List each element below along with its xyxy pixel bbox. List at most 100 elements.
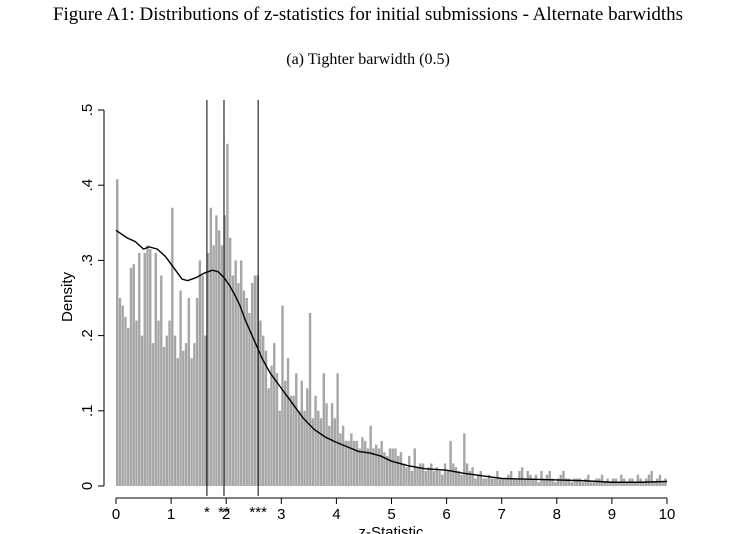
histogram-bar [322, 373, 326, 486]
x-tick-label: 8 [553, 506, 561, 523]
histogram-bar [132, 264, 135, 486]
histogram-bar [565, 478, 568, 486]
histogram-bar [410, 470, 414, 486]
x-tick-label: 6 [442, 506, 450, 523]
y-tick-label: .1 [79, 405, 96, 418]
histogram-bar [647, 474, 651, 486]
y-axis-title: Density [59, 271, 76, 322]
histogram-bar [570, 482, 573, 486]
histogram-bar [270, 365, 273, 486]
histogram-bar [493, 478, 496, 486]
histogram-bar [548, 470, 551, 486]
histogram-bar [273, 343, 276, 486]
histogram-bar [116, 179, 119, 486]
histogram-bar [212, 245, 215, 486]
histogram-bar [187, 298, 191, 486]
histogram-bar [380, 440, 383, 486]
histogram-bar [143, 252, 146, 486]
histogram-bar [264, 350, 268, 486]
histogram-bar [336, 373, 339, 486]
histogram-bar [512, 478, 516, 486]
histogram-bar [443, 463, 447, 486]
histogram-bar [234, 260, 237, 486]
histogram-bar [408, 455, 411, 486]
histogram-bar [446, 470, 450, 486]
x-tick-label: 9 [608, 506, 616, 523]
x-tick-label: 10 [659, 506, 676, 523]
histogram-bar [595, 478, 598, 486]
histogram-bar [485, 478, 488, 486]
histogram-bar [551, 478, 554, 486]
histogram-bar [515, 478, 518, 486]
histogram-bar [314, 395, 317, 486]
histogram-bar [306, 388, 309, 486]
histogram-bar [394, 448, 397, 486]
histogram-bar [405, 467, 408, 486]
histogram-bar [554, 482, 557, 486]
histogram-bar [333, 418, 337, 486]
histogram-bars [116, 143, 667, 486]
figure-title: Figure A1: Distributions of z-statistics… [52, 4, 684, 25]
histogram-bar [171, 207, 174, 486]
histogram-bar [421, 463, 425, 486]
histogram-bar [592, 482, 596, 486]
histogram-bar [482, 478, 485, 486]
histogram-bar [217, 230, 221, 486]
histogram-bar [278, 410, 281, 486]
histogram-bar [534, 474, 538, 486]
histogram-bar [160, 275, 163, 486]
histogram-bar [350, 433, 353, 486]
histogram-bar [135, 320, 138, 486]
histogram-bar [311, 418, 315, 486]
x-tick-label: 2 [222, 506, 230, 523]
histogram-bar [138, 252, 141, 486]
density-curve-group [115, 229, 668, 483]
x-tick-label: 7 [498, 506, 506, 523]
histogram-bar [259, 320, 262, 486]
histogram-bar [366, 448, 370, 486]
histogram-bar [653, 482, 656, 486]
histogram-bar [121, 305, 124, 486]
histogram-bar [465, 463, 469, 486]
histogram-bar [529, 474, 532, 486]
histogram-bar [176, 358, 180, 486]
histogram-bar [157, 320, 160, 486]
histogram-bar [179, 290, 182, 486]
histogram-bar [399, 452, 403, 486]
histogram-bar [198, 260, 202, 486]
histogram-bar [206, 252, 210, 486]
histogram-bar [523, 478, 527, 486]
histogram-bar [625, 482, 629, 486]
histogram-bar [297, 410, 301, 486]
histogram-bar [226, 143, 229, 486]
histogram-bar [556, 478, 560, 486]
histogram-bar [620, 474, 623, 486]
histogram-bar [162, 346, 166, 486]
histogram-bar [633, 482, 637, 486]
histogram-bar [609, 482, 612, 486]
histogram-bar [576, 478, 579, 486]
histogram-bar [325, 403, 328, 486]
histogram-bar [438, 470, 441, 486]
histogram-bar [498, 478, 502, 486]
histogram-bar [589, 482, 593, 486]
histogram-bar [317, 410, 320, 486]
histogram-bar [193, 343, 196, 486]
histogram-bar [284, 380, 287, 486]
histogram-bar [173, 335, 177, 486]
histogram-bar [352, 440, 356, 486]
histogram-bar [253, 275, 257, 486]
histogram-bar [468, 470, 472, 486]
x-tick-label: 0 [112, 506, 120, 523]
histogram-bar [416, 467, 419, 486]
histogram-bar [220, 245, 224, 486]
x-tick-label: 1 [167, 506, 175, 523]
histogram-bar [642, 482, 645, 486]
histogram-bar [328, 425, 331, 486]
figure-subtitle: (a) Tighter barwidth (0.5) [286, 51, 450, 68]
x-tick-label: 3 [277, 506, 285, 523]
histogram-bar [504, 478, 507, 486]
histogram-bar [427, 467, 430, 486]
significance-lines [206, 100, 259, 496]
